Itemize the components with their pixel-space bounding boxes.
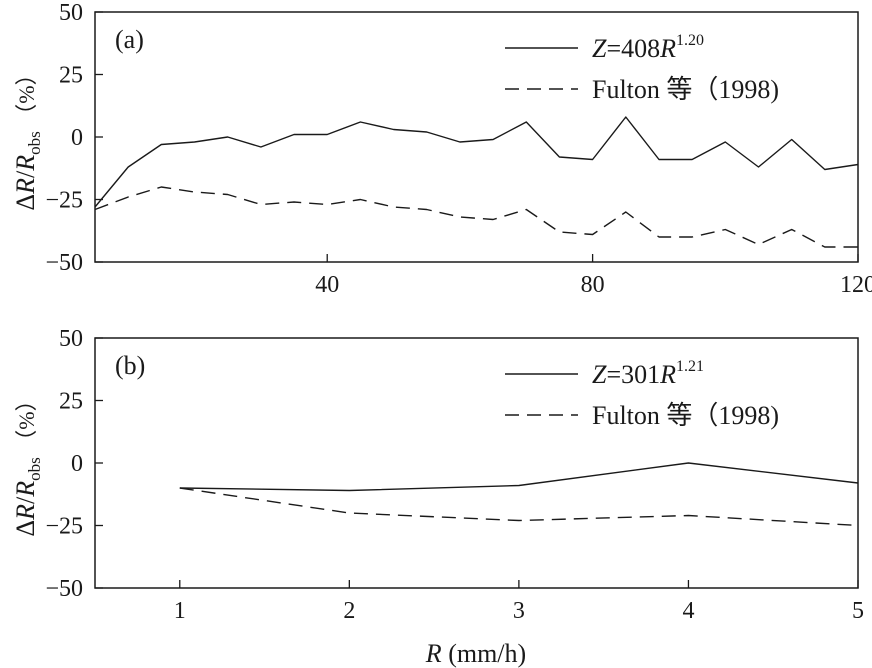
y-axis-title: ΔR/Robs （%） [11, 389, 44, 536]
x-tick-label: 2 [343, 598, 355, 624]
legend-label-fit: Z=408R1.20 [592, 32, 704, 63]
plot-frame [94, 337, 859, 589]
y-tick-label: −50 [45, 250, 83, 276]
y-tick-label: −25 [45, 188, 83, 214]
series-line-fulton [179, 487, 859, 527]
panel-a: 50 25 0 −25 −50 40 80 120 (a) Z=408R1.20 Fulton 等（… [11, 0, 872, 298]
panel-label: (a) [115, 25, 144, 54]
plot-frame [94, 11, 859, 263]
y-tick-label: 50 [59, 0, 83, 26]
x-tick-label: 4 [682, 598, 694, 624]
y-tick-label: 25 [59, 389, 83, 415]
x-tick-label: 3 [513, 598, 525, 624]
series-line-fit [179, 462, 859, 492]
y-tick-label: 0 [71, 451, 83, 477]
y-tick-label: 50 [59, 326, 83, 352]
legend-label-fulton: Fulton 等（1998) [592, 75, 779, 104]
x-axis-title: R (mm/h) [425, 639, 526, 668]
y-axis-title: ΔR/Robs （%） [11, 63, 44, 210]
y-tick-label: 0 [71, 125, 83, 151]
panel-label: (b) [115, 351, 145, 380]
panel-b: 50 25 0 −25 −50 1 2 3 4 5 (b) Z=301R1.21 Fulton 等（19… [11, 326, 864, 668]
legend-label-fit: Z=301R1.21 [592, 358, 704, 389]
y-tick-label: 25 [59, 63, 83, 89]
x-tick-label: 80 [581, 272, 605, 298]
x-tick-label: 5 [852, 598, 864, 624]
x-tick-label: 120 [840, 272, 872, 298]
y-tick-label: −50 [45, 576, 83, 602]
x-tick-label: 1 [174, 598, 186, 624]
series-line-fulton [94, 186, 858, 248]
series-line-fit [94, 116, 859, 208]
x-tick-label: 40 [315, 272, 339, 298]
y-tick-label: −25 [45, 514, 83, 540]
legend-label-fulton: Fulton 等（1998) [592, 401, 779, 430]
